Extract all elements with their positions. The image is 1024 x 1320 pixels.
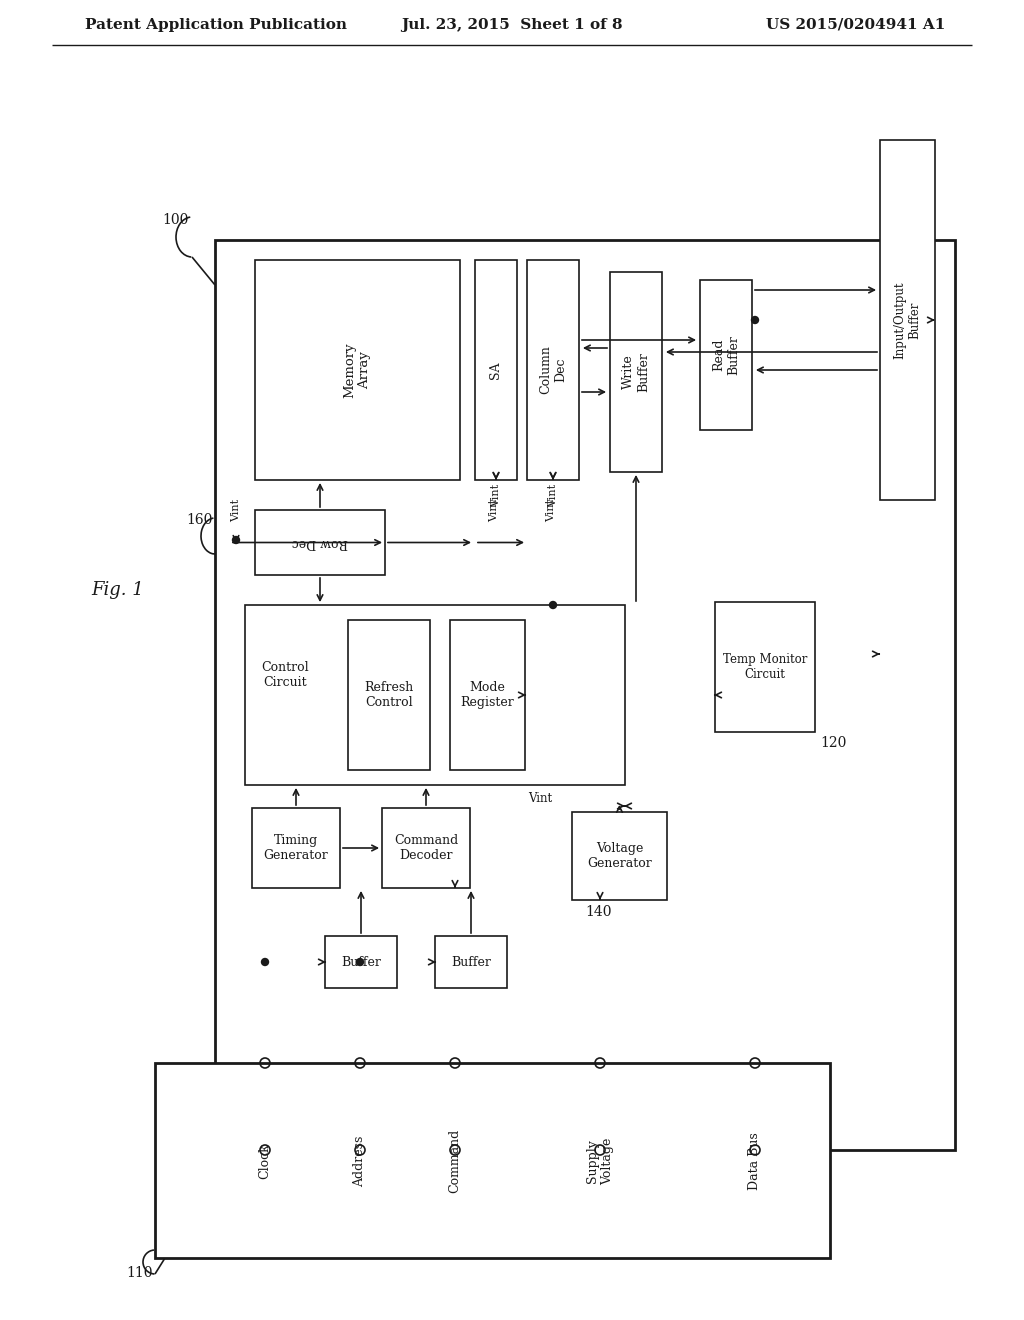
Text: Row Dec: Row Dec [292,536,348,549]
Bar [880,140,935,500]
Circle shape [261,958,268,965]
Text: Jul. 23, 2015  Sheet 1 of 8: Jul. 23, 2015 Sheet 1 of 8 [401,18,623,32]
Text: 100: 100 [162,213,188,227]
Text: Vint: Vint [528,792,552,804]
Text: Mode
Register: Mode Register [461,681,514,709]
Bar [255,260,460,480]
Text: Vint: Vint [489,499,499,521]
Text: Buffer: Buffer [451,956,490,969]
Text: Vint: Vint [231,499,241,521]
Bar [700,280,752,430]
Bar [348,620,430,770]
Bar [475,260,517,480]
Text: Input/Output
Buffer: Input/Output Buffer [894,281,922,359]
Text: Read
Buffer: Read Buffer [712,335,740,375]
Circle shape [752,317,759,323]
Text: Patent Application Publication: Patent Application Publication [85,18,347,32]
Text: Memory
Array: Memory Array [343,342,372,397]
Bar [252,808,340,888]
Text: Voltage
Generator: Voltage Generator [587,842,652,870]
Text: Control
Circuit: Control Circuit [261,661,309,689]
Text: Temp Monitor
Circuit: Temp Monitor Circuit [723,653,807,681]
Text: Command
Decoder: Command Decoder [394,834,458,862]
Text: Write
Buffer: Write Buffer [622,352,650,392]
Text: Data Bus: Data Bus [749,1133,762,1189]
Circle shape [232,536,240,544]
Text: Supply
Voltage: Supply Voltage [586,1138,614,1184]
Text: 160: 160 [186,513,213,527]
Text: SA: SA [489,362,503,379]
Text: 140: 140 [585,906,611,919]
Bar [715,602,815,733]
Bar [325,936,397,987]
Text: Clock: Clock [258,1143,271,1179]
Text: 110: 110 [127,1266,154,1280]
Bar [255,510,385,576]
Bar [610,272,662,473]
Text: Column
Dec: Column Dec [539,346,567,395]
Text: 120: 120 [820,737,847,750]
Bar [245,605,625,785]
Text: Vint: Vint [546,499,556,521]
Text: Fig. 1: Fig. 1 [91,581,144,599]
Text: Refresh
Control: Refresh Control [365,681,414,709]
Bar [215,240,955,1150]
Text: Vint: Vint [490,483,501,507]
Bar [572,812,667,900]
Circle shape [550,602,556,609]
Text: Address: Address [353,1135,367,1187]
Bar [527,260,579,480]
Bar [382,808,470,888]
Text: US 2015/0204941 A1: US 2015/0204941 A1 [766,18,945,32]
Bar [155,1063,830,1258]
Bar [435,936,507,987]
Text: Command: Command [449,1129,462,1193]
Circle shape [356,958,364,965]
Bar [450,620,525,770]
Text: Timing
Generator: Timing Generator [263,834,329,862]
Text: Vint: Vint [548,483,558,507]
Text: Buffer: Buffer [341,956,381,969]
